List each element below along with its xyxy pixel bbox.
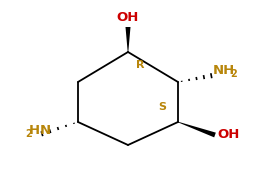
Text: 2: 2 (25, 129, 32, 139)
Text: 2: 2 (230, 69, 237, 79)
Text: S: S (158, 102, 166, 112)
Text: OH: OH (217, 128, 239, 142)
Text: NH: NH (213, 64, 235, 76)
Polygon shape (125, 27, 131, 52)
Polygon shape (178, 122, 216, 137)
Text: H: H (29, 123, 40, 137)
Text: N: N (40, 123, 51, 137)
Text: OH: OH (117, 11, 139, 24)
Text: R: R (136, 60, 144, 70)
